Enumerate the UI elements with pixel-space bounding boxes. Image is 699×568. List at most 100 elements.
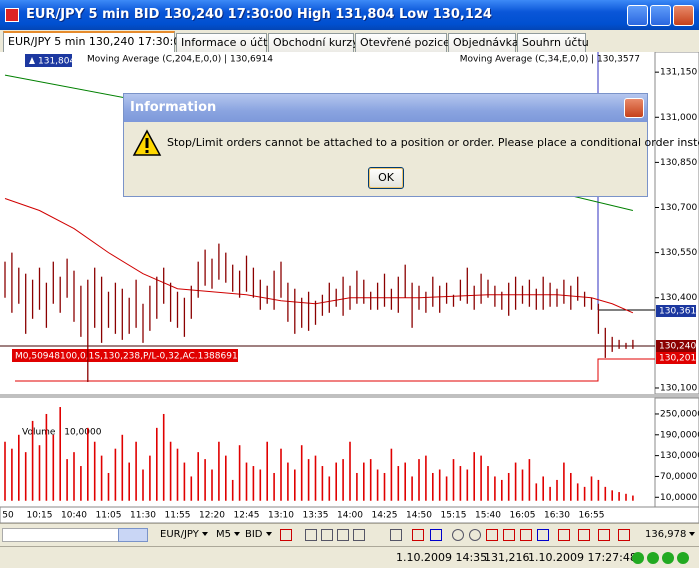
tool-icon[interactable] xyxy=(558,529,570,541)
maximize-button[interactable] xyxy=(650,5,671,26)
tool-icon[interactable] xyxy=(353,529,365,541)
tool-icon[interactable] xyxy=(321,529,333,541)
dialog-message: Stop/Limit orders cannot be attached to … xyxy=(167,136,699,149)
status-price: 131,216 xyxy=(484,551,530,564)
tool-icon[interactable] xyxy=(598,529,610,541)
status-server-time: 1.10.2009 17:27:48 xyxy=(528,551,637,564)
chart: 131,804 Moving Average (C,204,E,0,0) | 1… xyxy=(0,51,699,523)
x-tick-label: 15:40 xyxy=(475,511,501,521)
y-tick-label: 130,700 xyxy=(660,203,697,213)
symbol: EUR/JPY xyxy=(160,529,199,540)
x-tick-label: 13:35 xyxy=(303,511,329,521)
period-select[interactable]: M5 xyxy=(216,529,240,540)
tab[interactable]: Obchodní kurzy xyxy=(268,33,359,52)
volume-bar xyxy=(231,479,234,501)
x-tick-label: 50 xyxy=(2,511,14,521)
position-box xyxy=(12,349,238,362)
x-tick-label: 12:20 xyxy=(199,511,225,521)
tool-icon[interactable] xyxy=(618,529,630,541)
side-select[interactable]: BID xyxy=(245,529,272,540)
volume-bar xyxy=(480,455,482,501)
high-marker-icon xyxy=(29,57,35,64)
app-icon xyxy=(5,8,19,22)
volume-bar xyxy=(149,455,151,501)
tool-icon[interactable] xyxy=(305,529,317,541)
zoom-icon[interactable] xyxy=(452,529,464,541)
volume-bar xyxy=(473,452,475,501)
tab[interactable]: Otevřené pozice xyxy=(355,33,450,52)
scroll-thumb[interactable] xyxy=(118,528,148,542)
ma-label: Moving Average (C,204,E,0,0) | 130,6914 xyxy=(87,55,273,65)
y-tick-label: 130,100 xyxy=(660,383,697,393)
tool-icon[interactable] xyxy=(503,529,515,541)
y-tick-label: 130,0000 xyxy=(660,451,699,461)
volume-bar xyxy=(66,459,68,501)
volume-bar xyxy=(618,492,620,501)
tool-icon[interactable] xyxy=(537,529,549,541)
price-box-label: 130,201 xyxy=(659,354,696,364)
volume-bar xyxy=(507,472,510,501)
price-box xyxy=(656,352,696,364)
volume-bar xyxy=(121,434,124,501)
volume-bar xyxy=(342,459,344,501)
volume-bar xyxy=(225,455,227,501)
volume-bar xyxy=(142,469,144,501)
volume-bar xyxy=(542,476,544,501)
minimize-button[interactable] xyxy=(627,5,648,26)
volume-bar xyxy=(521,469,524,501)
y-tick-label: 130,550 xyxy=(660,248,697,258)
tool-icon[interactable] xyxy=(578,529,590,541)
tab[interactable]: Objednávka xyxy=(448,33,519,52)
x-tick-label: 11:30 xyxy=(130,511,156,521)
volume-bar xyxy=(494,476,496,501)
volume-bar xyxy=(59,407,61,501)
tool-icon[interactable] xyxy=(390,529,402,541)
volume-bar xyxy=(238,445,241,501)
x-tick-label: 13:10 xyxy=(268,511,294,521)
zoom: 136,978 xyxy=(645,529,687,540)
volume-bar xyxy=(418,459,420,501)
dialog-close[interactable] xyxy=(624,98,644,118)
volume-bar xyxy=(383,472,386,501)
volume-bar xyxy=(452,459,455,501)
tool-icon[interactable] xyxy=(412,529,424,541)
close-button[interactable] xyxy=(673,5,694,26)
high-marker-box xyxy=(25,54,72,67)
connection-icon xyxy=(662,552,674,564)
volume-bar xyxy=(307,459,310,501)
volume-bar xyxy=(252,466,255,501)
warning-icon xyxy=(132,129,162,156)
zoom-select[interactable]: 136,978 xyxy=(645,529,696,540)
y-tick-label: 131,000 xyxy=(660,113,697,123)
x-tick-label: 14:50 xyxy=(406,511,432,521)
volume-bar xyxy=(300,445,303,501)
tab[interactable]: EUR/JPY 5 min 130,240 17:30:00 xyxy=(3,31,187,52)
volume-bar xyxy=(287,462,289,501)
tool-icon[interactable] xyxy=(280,529,292,541)
tool-icon[interactable] xyxy=(337,529,349,541)
price-box-label: 130,240 xyxy=(659,342,696,352)
tab[interactable]: Informace o účtu xyxy=(176,33,274,52)
volume-bar xyxy=(31,420,34,501)
tab[interactable]: Souhrn účtu xyxy=(517,33,589,52)
status-bar: 1.10.2009 14:35 131,216 1.10.2009 17:27:… xyxy=(0,546,699,568)
volume-bar xyxy=(128,462,130,501)
symbol-select[interactable]: EUR/JPY xyxy=(160,529,208,540)
connection-icon xyxy=(677,552,689,564)
ok-button[interactable]: OK xyxy=(368,167,404,189)
volume-bar xyxy=(169,441,172,501)
high-marker: 131,804 xyxy=(38,57,75,67)
tool-icon[interactable] xyxy=(520,529,532,541)
tool-icon[interactable] xyxy=(486,529,498,541)
x-tick-label: 10:15 xyxy=(27,511,53,521)
tool-icon[interactable] xyxy=(430,529,442,541)
volume-bar xyxy=(162,413,165,501)
connection-icon xyxy=(632,552,644,564)
volume-bar xyxy=(183,462,186,501)
y-tick-label: 131,150 xyxy=(660,68,697,78)
zoom-icon[interactable] xyxy=(469,529,481,541)
volume-bar xyxy=(576,483,579,501)
volume-bar xyxy=(266,441,268,501)
dialog: Information Stop/Limit orders cannot be … xyxy=(123,93,699,197)
